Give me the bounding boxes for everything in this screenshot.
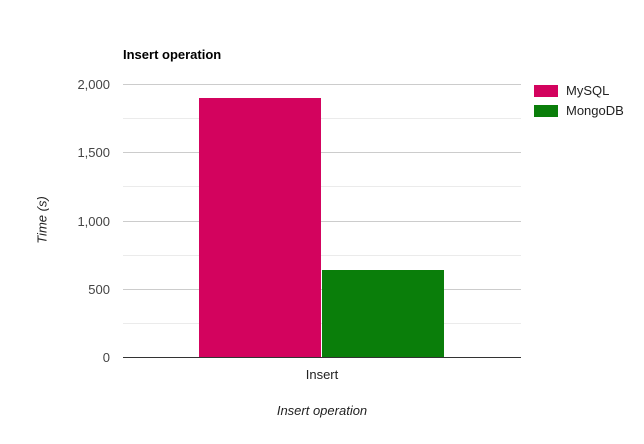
x-category-label: Insert	[305, 367, 339, 382]
mongodb-bar[interactable]	[322, 270, 444, 357]
y-tick-label: 1,000	[77, 214, 110, 229]
x-axis-title: Insert operation	[276, 403, 368, 418]
plot-area	[123, 84, 521, 358]
major-gridline	[123, 221, 521, 222]
y-tick-label: 1,500	[77, 145, 110, 160]
y-tick-label: 2,000	[77, 77, 110, 92]
legend-item-mongodb: MongoDB	[534, 103, 624, 118]
legend: MySQL MongoDB	[534, 83, 624, 124]
chart-title: Insert operation	[123, 47, 222, 62]
legend-item-mysql: MySQL	[534, 83, 624, 98]
y-tick-label: 0	[102, 350, 110, 365]
x-axis-line	[123, 357, 521, 358]
y-tick-label: 500	[88, 282, 110, 297]
mongodb-legend-label: MongoDB	[566, 103, 624, 118]
mysql-legend-label: MySQL	[566, 83, 610, 98]
mysql-legend-swatch	[534, 84, 558, 97]
major-gridline	[123, 152, 521, 153]
minor-gridline	[123, 186, 521, 187]
y-axis-tick-labels: 0 500 1,000 1,500 2,000	[0, 78, 110, 365]
minor-gridline	[123, 255, 521, 256]
mysql-bar[interactable]	[199, 98, 321, 357]
mongodb-legend-swatch	[534, 104, 558, 117]
minor-gridline	[123, 118, 521, 119]
major-gridline	[123, 84, 521, 85]
